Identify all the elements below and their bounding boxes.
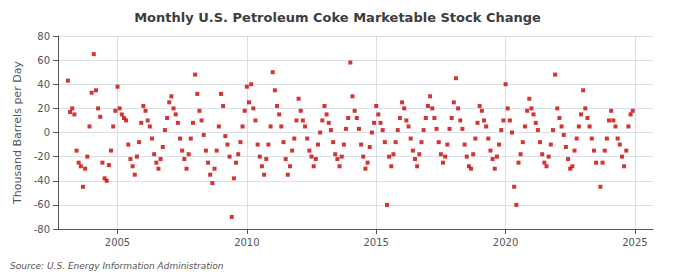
svg-text:Source: U.S. Energy Informatio: Source: U.S. Energy Information Administ…: [10, 261, 224, 271]
svg-text:-80: -80: [34, 224, 50, 235]
svg-text:Monthly U.S. Petroleum Coke Ma: Monthly U.S. Petroleum Coke Marketable S…: [134, 10, 541, 25]
svg-text:60: 60: [37, 55, 50, 66]
svg-text:2005: 2005: [105, 237, 130, 248]
svg-text:Thousand Barrels per Day: Thousand Barrels per Day: [11, 61, 24, 205]
svg-text:80: 80: [37, 31, 50, 42]
svg-text:40: 40: [37, 79, 50, 90]
svg-text:2025: 2025: [622, 237, 647, 248]
svg-text:2020: 2020: [493, 237, 518, 248]
svg-text:2015: 2015: [363, 237, 388, 248]
svg-text:0: 0: [44, 127, 50, 138]
svg-text:20: 20: [37, 103, 50, 114]
svg-text:-20: -20: [34, 151, 50, 162]
svg-text:-60: -60: [34, 199, 50, 210]
svg-text:-40: -40: [34, 175, 50, 186]
svg-text:2010: 2010: [234, 237, 259, 248]
